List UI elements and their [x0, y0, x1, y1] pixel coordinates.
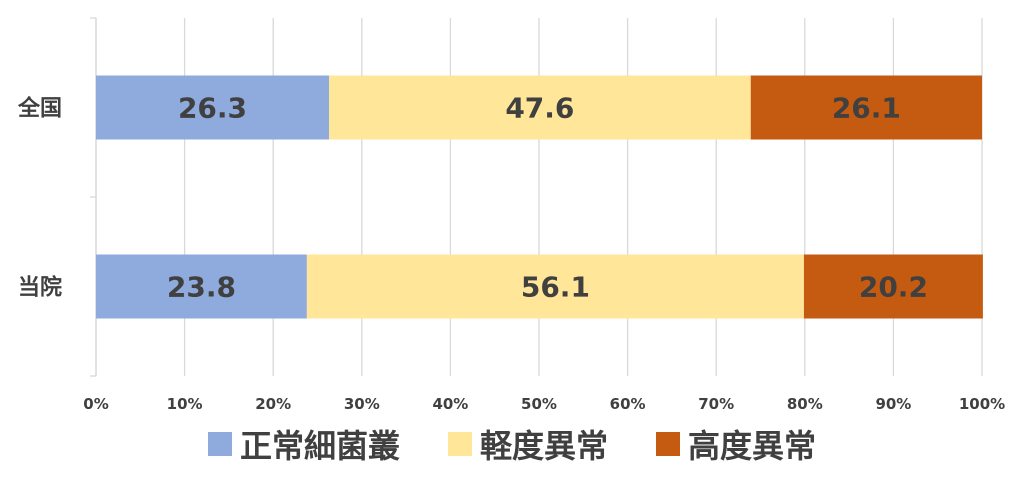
x-tick-label: 100%: [959, 395, 1005, 413]
legend-item-mild: 軽度異常: [447, 421, 608, 467]
bar-segment: [96, 75, 330, 140]
bar-segment: [306, 254, 804, 319]
bar-segment: [750, 75, 982, 140]
data-label: 47.6: [505, 92, 574, 125]
data-label: 20.2: [859, 271, 928, 304]
legend-swatch-severe: [656, 432, 680, 456]
x-tick-label: 40%: [432, 395, 468, 413]
data-label: 23.8: [167, 271, 236, 304]
data-labels: 26.3 47.6 26.1 23.8 56.1 20.2: [167, 92, 928, 304]
category-label: 全国: [17, 96, 62, 122]
x-tick-label: 20%: [255, 395, 291, 413]
x-tick-label: 60%: [610, 395, 646, 413]
x-tick-label: 80%: [787, 395, 823, 413]
gridlines: [90, 17, 983, 377]
legend-label-mild: 軽度異常: [479, 427, 608, 465]
data-label: 56.1: [521, 271, 590, 304]
data-label: 26.3: [178, 92, 247, 125]
bars: [96, 75, 983, 319]
x-tick-label: 0%: [83, 395, 108, 413]
legend: 正常細菌叢 軽度異常 高度異常: [0, 418, 1024, 470]
x-tick-label: 90%: [875, 395, 911, 413]
legend-label-severe: 高度異常: [688, 427, 817, 465]
legend-item-severe: 高度異常: [656, 421, 816, 467]
legend-item-normal: 正常細菌叢: [207, 421, 400, 467]
category-label: 当院: [18, 275, 62, 301]
x-tick-label: 30%: [344, 395, 380, 413]
bar-segment: [329, 75, 751, 140]
x-axis-tick-labels: 0% 10% 20% 30% 40% 50% 60% 70% 80% 90% 100%: [83, 395, 1005, 413]
bar-segment: [96, 254, 307, 319]
legend-label-normal: 正常細菌叢: [239, 427, 400, 465]
x-tick-label: 50%: [521, 395, 557, 413]
legend-swatch-mild: [447, 432, 472, 456]
bar-segment: [803, 254, 983, 319]
x-tick-label: 70%: [698, 395, 734, 413]
x-tick-label: 10%: [167, 395, 203, 413]
legend-swatch-normal: [207, 432, 232, 456]
data-label: 26.1: [832, 92, 901, 125]
